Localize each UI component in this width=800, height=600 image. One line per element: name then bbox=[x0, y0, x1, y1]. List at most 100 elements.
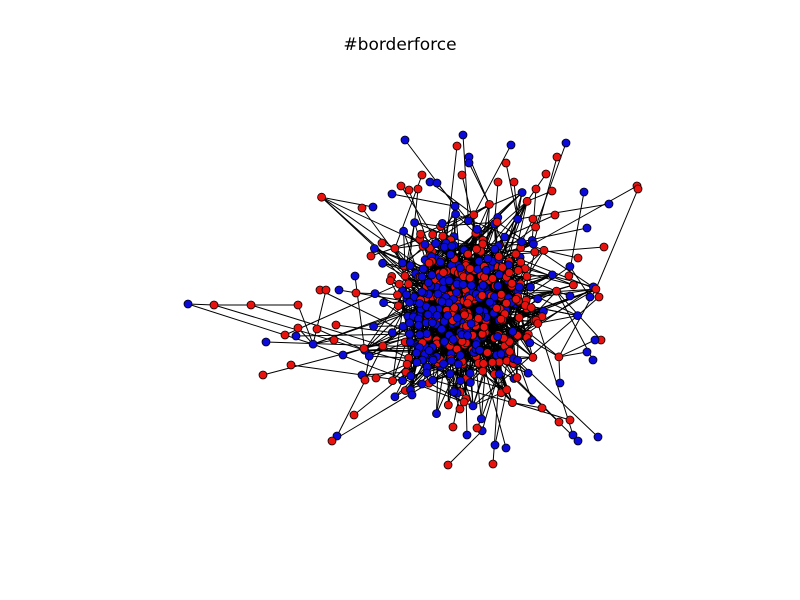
node-layer bbox=[183, 130, 643, 470]
graph-edge bbox=[353, 359, 423, 416]
graph-node-blue bbox=[399, 226, 409, 236]
graph-node-blue bbox=[561, 138, 571, 148]
graph-node-red bbox=[460, 310, 469, 320]
graph-node-red bbox=[488, 274, 498, 283]
graph-edge bbox=[473, 144, 512, 216]
graph-edge bbox=[558, 339, 596, 358]
graph-node-red bbox=[393, 301, 403, 311]
graph-node-red bbox=[357, 203, 367, 213]
graph-node-blue bbox=[523, 368, 533, 378]
graph-node-blue bbox=[455, 350, 465, 360]
graph-node-red bbox=[366, 251, 376, 261]
graph-node-red bbox=[209, 300, 219, 310]
graph-node-blue bbox=[412, 348, 421, 358]
graph-node-blue bbox=[423, 310, 433, 320]
graph-node-blue bbox=[466, 319, 476, 329]
graph-node-blue bbox=[410, 218, 420, 228]
graph-node-blue bbox=[437, 297, 447, 307]
graph-node-blue bbox=[422, 368, 432, 378]
graph-node-red bbox=[400, 271, 410, 281]
graph-node-red bbox=[484, 199, 494, 209]
graph-edge bbox=[494, 248, 597, 290]
graph-node-red bbox=[413, 184, 423, 194]
graph-node-red bbox=[547, 186, 557, 196]
graph-edge bbox=[290, 364, 403, 382]
graph-node-red bbox=[478, 239, 488, 249]
graph-edge bbox=[213, 304, 365, 351]
graph-node-blue bbox=[402, 290, 411, 300]
graph-edge bbox=[405, 362, 479, 391]
graph-node-blue bbox=[501, 443, 511, 453]
graph-node-blue bbox=[446, 250, 456, 260]
graph-node-blue bbox=[483, 254, 493, 264]
graph-node-blue bbox=[405, 318, 415, 328]
graph-node-blue bbox=[437, 218, 447, 228]
graph-node-blue bbox=[435, 257, 445, 267]
graph-node-red bbox=[388, 376, 398, 386]
graph-node-blue bbox=[496, 349, 506, 359]
graph-node-blue bbox=[432, 178, 442, 188]
graph-node-blue bbox=[405, 329, 414, 339]
graph-edge bbox=[568, 191, 585, 276]
graph-node-red bbox=[550, 210, 560, 220]
graph-node-red bbox=[488, 459, 498, 469]
graph-node-blue bbox=[453, 359, 463, 369]
graph-node-red bbox=[394, 279, 404, 289]
graph-node-blue bbox=[432, 310, 442, 320]
graph-edge bbox=[472, 392, 502, 407]
graph-edge bbox=[312, 289, 327, 345]
graph-node-blue bbox=[525, 338, 535, 348]
graph-node-blue bbox=[513, 355, 522, 365]
graph-node-blue bbox=[527, 395, 537, 405]
graph-edge bbox=[512, 402, 543, 409]
graph-node-blue bbox=[379, 298, 389, 308]
graph-edge bbox=[354, 275, 366, 351]
graph-node-red bbox=[312, 324, 322, 334]
graph-node-blue bbox=[481, 265, 491, 275]
graph-node-blue bbox=[431, 238, 441, 248]
graph-edge bbox=[361, 207, 403, 264]
graph-node-red bbox=[511, 294, 521, 304]
graph-node-blue bbox=[398, 258, 407, 268]
graph-node-red bbox=[404, 185, 414, 195]
graph-node-blue bbox=[444, 276, 454, 286]
graph-node-blue bbox=[406, 371, 416, 381]
graph-node-blue bbox=[526, 282, 535, 292]
graph-node-blue bbox=[458, 280, 468, 289]
graph-node-red bbox=[385, 276, 395, 286]
graph-node-blue bbox=[463, 216, 473, 226]
graph-node-red bbox=[541, 169, 551, 179]
graph-node-red bbox=[528, 214, 538, 224]
graph-edge bbox=[558, 351, 588, 358]
graph-node-red bbox=[377, 238, 387, 248]
graph-node-red bbox=[351, 288, 361, 298]
graph-node-red bbox=[633, 184, 643, 194]
graph-node-blue bbox=[500, 232, 510, 242]
graph-node-red bbox=[477, 291, 487, 301]
graph-node-blue bbox=[485, 297, 495, 307]
graph-edge bbox=[595, 188, 639, 290]
graph-node-blue bbox=[427, 318, 437, 328]
graph-node-blue bbox=[415, 298, 424, 308]
graph-edge bbox=[533, 185, 638, 245]
graph-node-blue bbox=[433, 289, 443, 299]
graph-node-blue bbox=[451, 209, 461, 219]
graph-node-red bbox=[502, 385, 512, 395]
graph-node-red bbox=[327, 436, 337, 446]
graph-node-red bbox=[246, 300, 256, 310]
graph-edge bbox=[316, 328, 365, 351]
graph-edge bbox=[447, 430, 483, 466]
graph-node-blue bbox=[446, 356, 456, 366]
graph-node-blue bbox=[427, 270, 437, 280]
graph-edge bbox=[577, 296, 600, 316]
graph-node-red bbox=[554, 417, 564, 427]
graph-edge bbox=[436, 182, 469, 222]
graph-node-red bbox=[448, 422, 458, 432]
graph-node-blue bbox=[368, 202, 378, 212]
graph-edge bbox=[382, 345, 409, 359]
graph-node-blue bbox=[447, 241, 457, 251]
graph-node-blue bbox=[582, 223, 592, 233]
graph-node-red bbox=[509, 177, 519, 187]
graph-node-red bbox=[513, 266, 523, 275]
